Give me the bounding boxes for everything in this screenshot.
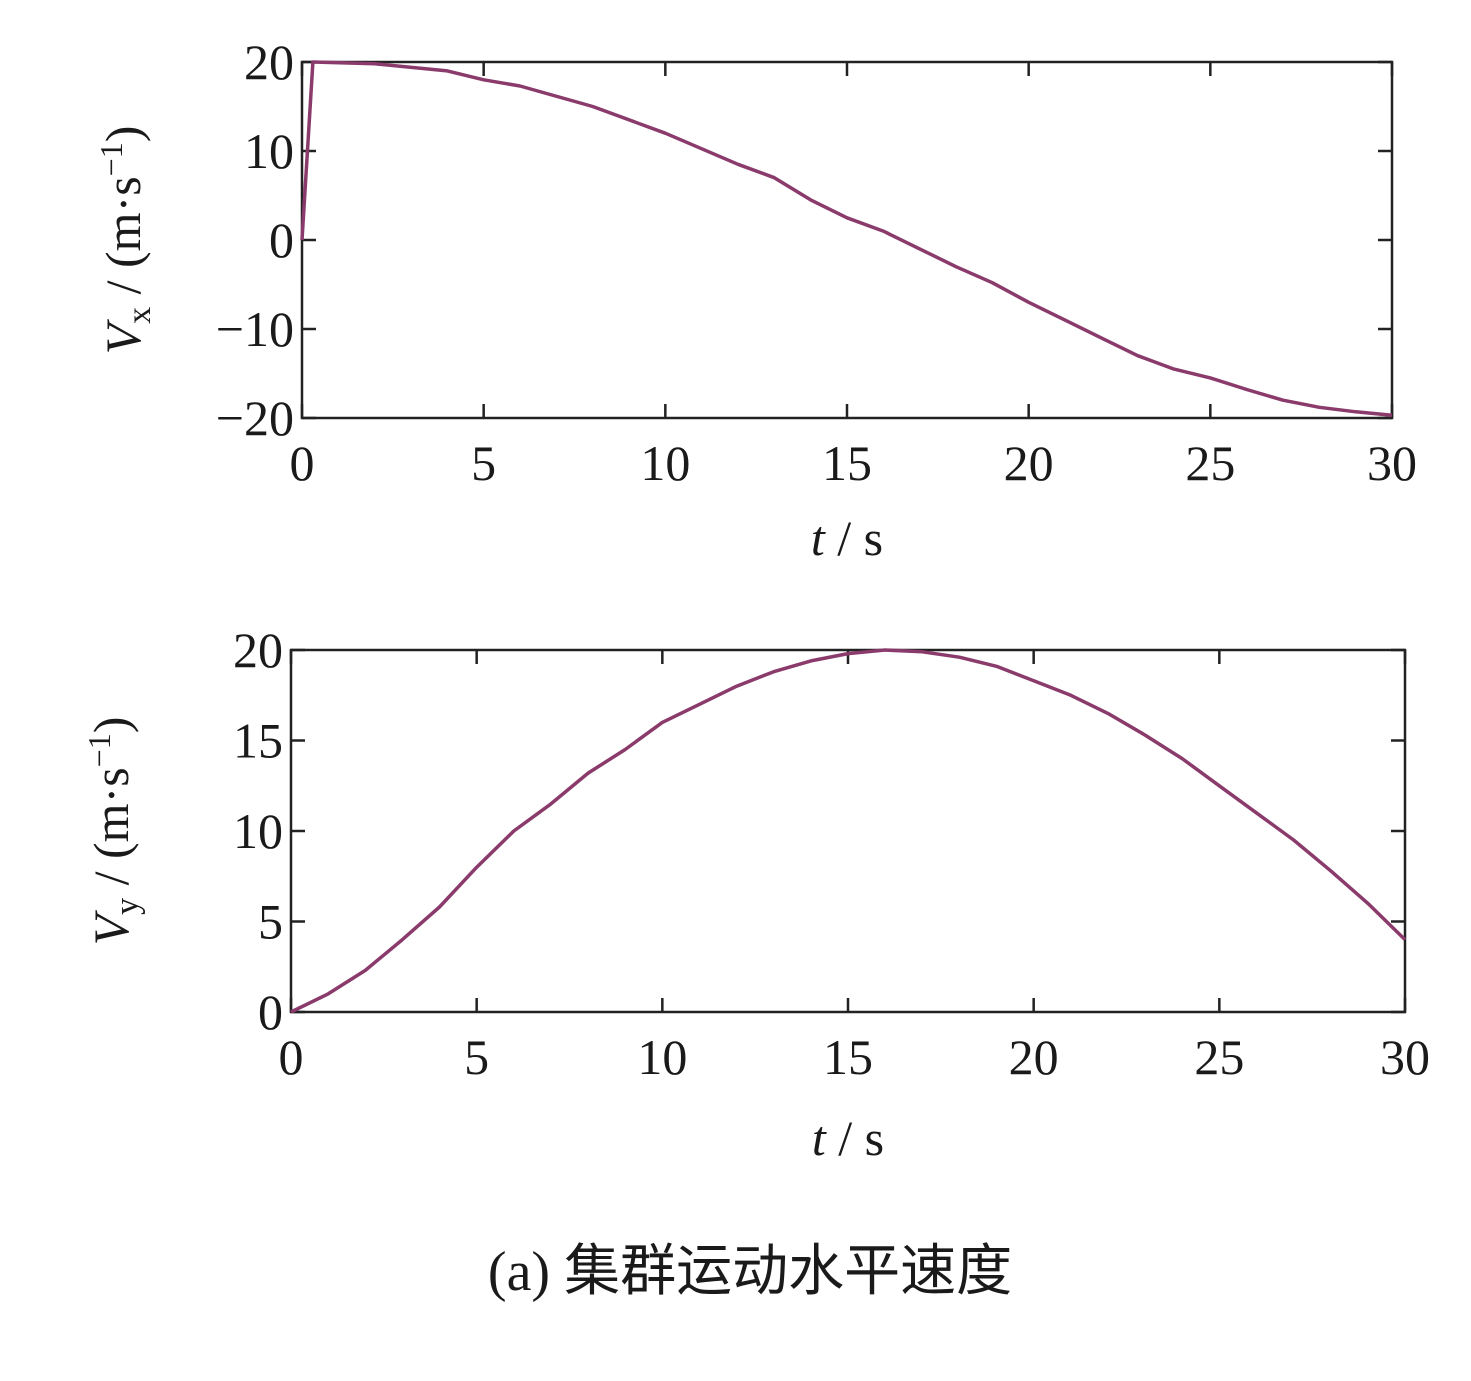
x-tick-label: 0 [290, 435, 315, 491]
y-label-superscript: −1 [93, 142, 129, 176]
x-tick-label: 30 [1380, 1029, 1430, 1085]
x-tick-label: 15 [822, 435, 872, 491]
y-tick-label: 0 [258, 984, 283, 1040]
x-tick-label: 0 [279, 1029, 304, 1085]
y-axis-label: Vy / (m·s−1) [81, 717, 146, 946]
x-tick-label: 10 [637, 1029, 687, 1085]
y-tick-label: 0 [269, 212, 294, 268]
y-tick-label: 20 [244, 34, 294, 90]
plot-frame [289, 648, 1407, 1014]
data-line [300, 60, 1393, 418]
y-tick-label: 10 [244, 123, 294, 179]
y-tick-label: −20 [216, 390, 294, 446]
x-axis-label: t / s [811, 510, 883, 566]
x-axis-label: t / s [812, 1110, 884, 1166]
x-tick-label: 20 [1004, 435, 1054, 491]
caption: (a) 集群运动水平速度 [488, 1241, 1012, 1303]
x-tick-label: 25 [1185, 435, 1235, 491]
y-label-unit: / (m·s [83, 767, 139, 898]
y-label-symbol: V [95, 318, 151, 354]
data-line [290, 648, 1407, 1014]
y-label-close: ) [95, 126, 151, 143]
y-label-symbol: V [83, 909, 139, 945]
x-tick-label: 10 [640, 435, 690, 491]
x-tick-label: 5 [471, 435, 496, 491]
x-tick-label: 20 [1009, 1029, 1059, 1085]
x-tick-label: 25 [1194, 1029, 1244, 1085]
x-tick-label: 15 [823, 1029, 873, 1085]
y-tick-label: 20 [233, 622, 283, 678]
x-label-unit: / s [825, 510, 883, 566]
y-axis-label: Vx / (m·s−1) [93, 126, 158, 355]
y-tick-label: 5 [258, 894, 283, 950]
x-tick-label: 5 [464, 1029, 489, 1085]
plot-frame [300, 60, 1394, 420]
y-tick-label: 10 [233, 803, 283, 859]
y-label-unit: / (m·s [95, 176, 151, 307]
y-label-close: ) [83, 717, 139, 734]
y-label-subscript: y [109, 898, 146, 915]
x-label-symbol: t [812, 1110, 827, 1166]
y-label-subscript: x [121, 307, 158, 324]
x-label-unit: / s [826, 1110, 884, 1166]
y-label-superscript: −1 [81, 733, 117, 767]
y-tick-label: −10 [216, 301, 294, 357]
y-tick-label: 15 [233, 713, 283, 769]
x-tick-label: 30 [1367, 435, 1417, 491]
x-label-symbol: t [811, 510, 826, 566]
